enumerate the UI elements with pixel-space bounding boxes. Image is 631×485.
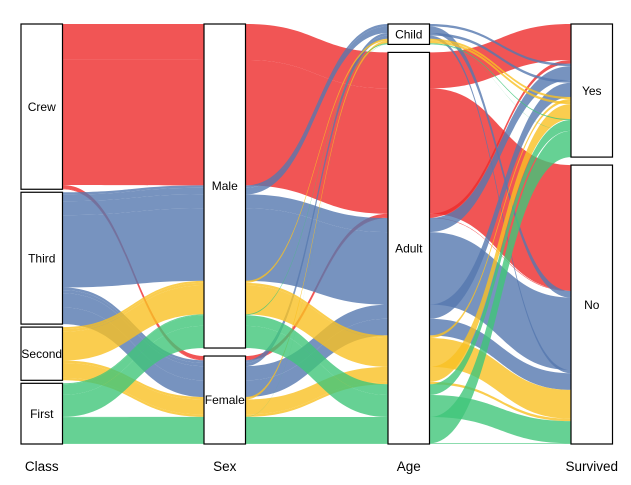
strata-nodes: Crew Third Second First Male Female Child Adult… <box>20 23 614 445</box>
node-label-yes: Yes <box>582 84 602 98</box>
flow-third-male-adult-no <box>62 208 571 371</box>
node-label-first: First <box>30 407 54 421</box>
flow-third-female-adult-yes <box>62 82 571 381</box>
node-crew <box>20 23 64 190</box>
flow-first-female-child-yes <box>62 44 571 418</box>
flow-second-female-adult-no <box>62 377 571 422</box>
axis-label-age: Age <box>397 459 421 474</box>
node-third <box>20 191 64 325</box>
axis-label-class: Class <box>25 459 59 474</box>
node-no <box>570 164 614 445</box>
node-second <box>20 326 64 381</box>
flow-first-female-adult-no <box>62 443 571 444</box>
node-label-female: Female <box>205 393 245 407</box>
node-label-crew: Crew <box>28 100 56 114</box>
axis-label-survived: Survived <box>565 459 618 474</box>
flow-third-female-child-yes <box>62 32 571 363</box>
flow-second-female-child-yes <box>62 40 571 400</box>
node-label-third: Third <box>28 251 55 265</box>
node-yes <box>570 23 614 158</box>
node-label-second: Second <box>21 347 62 361</box>
node-female <box>203 355 247 445</box>
flow-crew-male-adult-yes <box>62 24 571 89</box>
flow-crew-male-adult-no <box>62 59 571 291</box>
node-label-male: Male <box>212 179 238 193</box>
flow-first-male-adult-yes <box>62 120 571 395</box>
node-label-adult: Adult <box>395 241 423 255</box>
node-label-no: No <box>584 298 600 312</box>
node-child <box>387 23 431 45</box>
node-label-child: Child <box>395 27 422 41</box>
node-adult <box>387 51 431 445</box>
flow-ribbons <box>62 24 571 444</box>
node-first <box>20 382 64 445</box>
axis-label-sex: Sex <box>213 459 237 474</box>
node-male <box>203 23 247 349</box>
